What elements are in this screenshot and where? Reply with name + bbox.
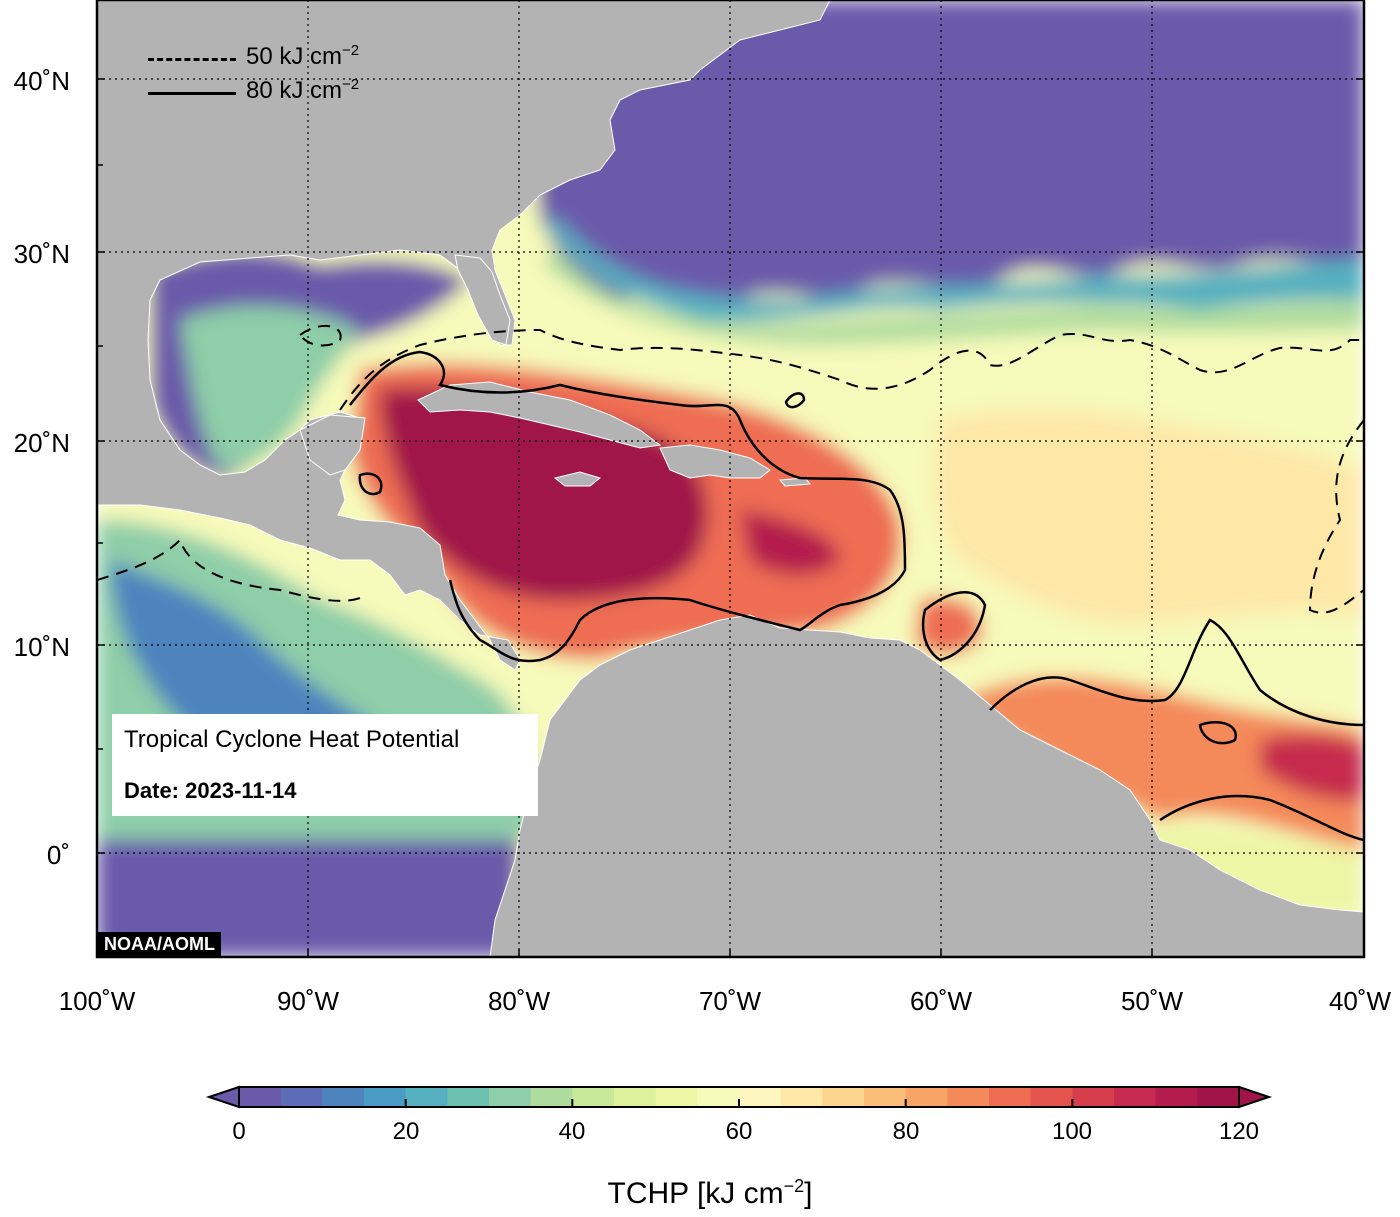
colorbar-bin xyxy=(989,1087,1032,1107)
lat-label-10n: 10˚N xyxy=(13,632,70,662)
colorbar-bin xyxy=(864,1087,907,1107)
colorbar-bin xyxy=(239,1087,282,1107)
frame-ticks xyxy=(97,78,1364,957)
contour-80-southeast xyxy=(1159,794,1364,842)
dashed-line-swatch xyxy=(148,58,236,61)
legend-label-solid: 80 kJ cm−2 xyxy=(246,76,360,104)
colorbar-bin xyxy=(1114,1087,1157,1107)
colorbar-min-arrow xyxy=(205,1085,240,1109)
contour-50-gulf xyxy=(298,324,342,347)
contour-80-south xyxy=(989,618,1364,727)
contour-legend: 50 kJ cm−2 80 kJ cm−2 xyxy=(140,42,460,122)
lon-label-60w: 60˚W xyxy=(909,986,973,1016)
colorbar-bin xyxy=(447,1087,490,1107)
lon-label-80w: 80˚W xyxy=(487,986,551,1016)
colorbar-bin xyxy=(489,1087,532,1107)
colorbar-bin xyxy=(739,1087,782,1107)
lon-label-50w: 50˚W xyxy=(1120,986,1184,1016)
colorbar-bin xyxy=(822,1087,865,1107)
contour-80-small xyxy=(784,392,806,409)
lat-label-20n: 20˚N xyxy=(13,428,70,458)
map-frame xyxy=(95,0,1366,959)
colorbar-title: TCHP [kJ cm−2] xyxy=(607,1176,813,1210)
colorbar-bin xyxy=(405,1087,448,1107)
map-title: Tropical Cyclone Heat Potential xyxy=(124,726,460,753)
heat-potential-field xyxy=(97,0,1364,957)
contour-80-loop xyxy=(1198,721,1237,745)
colorbar-bin xyxy=(1072,1087,1115,1107)
colorbar-bin xyxy=(1155,1087,1198,1107)
gridlines xyxy=(97,0,1364,957)
colorbar-bin xyxy=(572,1087,615,1107)
contour-50-east xyxy=(1308,419,1364,614)
lat-label-30n: 30˚N xyxy=(13,239,70,269)
info-box: Tropical Cyclone Heat Potential Date: 20… xyxy=(112,714,538,816)
contour-50-west xyxy=(97,538,361,602)
colorbar-bin xyxy=(905,1087,948,1107)
map-date: Date: 2023-11-14 xyxy=(124,778,297,803)
colorbar-bin xyxy=(655,1087,698,1107)
land xyxy=(97,0,1364,957)
colorbar-tick-60: 60 xyxy=(725,1118,753,1145)
colorbar-bin xyxy=(780,1087,823,1107)
colorbar-bin xyxy=(280,1087,323,1107)
legend-row-dashed: 50 kJ cm−2 xyxy=(140,42,460,78)
colorbar-bin xyxy=(322,1087,365,1107)
colorbar-bin xyxy=(614,1087,657,1107)
contour-lines xyxy=(97,324,1364,842)
contour-80-caribbean xyxy=(349,350,907,663)
lon-label-100w: 100˚W xyxy=(58,986,136,1016)
colorbar-tick-120: 120 xyxy=(1218,1118,1260,1145)
legend-label-dashed: 50 kJ cm−2 xyxy=(246,42,360,70)
contour-80-atlantic xyxy=(921,591,987,662)
contour-80-yucatan xyxy=(358,472,383,496)
solid-line-swatch xyxy=(148,92,236,95)
colorbar-bin xyxy=(697,1087,740,1107)
legend-row-solid: 80 kJ cm−2 xyxy=(140,76,460,112)
lon-label-40w: 40˚W xyxy=(1328,986,1392,1016)
colorbar-bin xyxy=(1030,1087,1073,1107)
colorbar-bin xyxy=(530,1087,573,1107)
lat-label-0: 0˚ xyxy=(46,840,70,870)
colorbar xyxy=(205,1085,1273,1109)
colorbar-tick-0: 0 xyxy=(232,1118,246,1145)
credit-badge: NOAA/AOML xyxy=(98,932,221,956)
lon-label-70w: 70˚W xyxy=(698,986,762,1016)
colorbar-bin xyxy=(1197,1087,1240,1107)
lat-label-40n: 40˚N xyxy=(13,66,70,96)
colorbar-tick-80: 80 xyxy=(892,1118,920,1145)
colorbar-tick-40: 40 xyxy=(558,1118,586,1145)
colorbar-bin xyxy=(364,1087,407,1107)
colorbar-tick-20: 20 xyxy=(392,1118,420,1145)
lon-label-90w: 90˚W xyxy=(276,986,340,1016)
colorbar-tick-100: 100 xyxy=(1051,1118,1093,1145)
colorbar-bin xyxy=(947,1087,990,1107)
colorbar-max-arrow xyxy=(1238,1085,1273,1109)
contour-50-north xyxy=(339,328,1364,411)
